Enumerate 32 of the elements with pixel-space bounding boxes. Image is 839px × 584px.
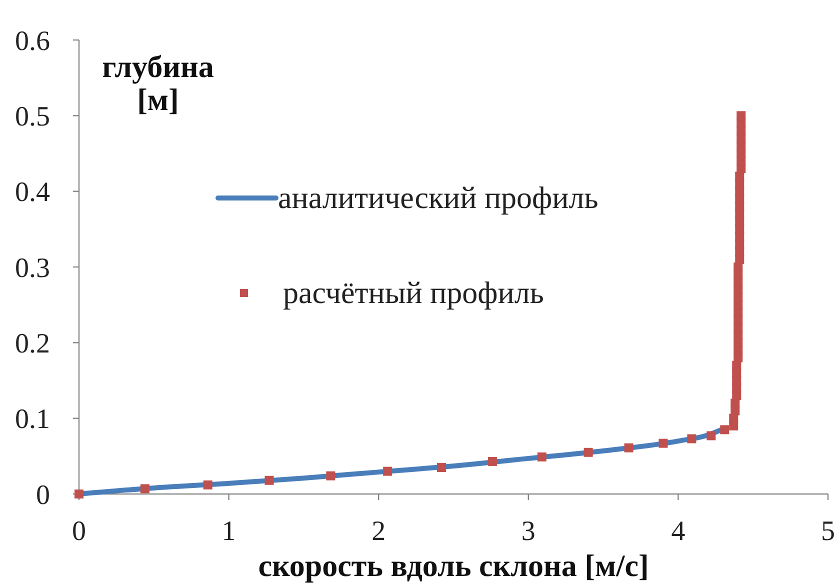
x-tick-label: 0 xyxy=(72,516,86,547)
legend-label: аналитический профиль xyxy=(278,180,598,216)
x-tick-label: 2 xyxy=(372,516,386,547)
x-tick-label: 4 xyxy=(671,516,686,547)
point xyxy=(624,443,634,452)
point xyxy=(437,463,446,472)
point xyxy=(264,476,274,485)
y-tick-label: 0.6 xyxy=(15,26,50,57)
y-tick-label: 0.1 xyxy=(15,404,50,436)
legend-label: расчётный профиль xyxy=(283,275,544,310)
x-axis-title: скорость вдоль склона [м/с] xyxy=(258,548,649,583)
x-tick-label: 3 xyxy=(521,516,536,547)
x-tick-label: 1 xyxy=(222,516,236,547)
x-tick-label: 5 xyxy=(821,516,835,547)
y-tick-label: 0.3 xyxy=(15,252,50,284)
point xyxy=(383,466,392,476)
y-tick-label: 0 xyxy=(36,480,50,511)
y-axis-title: глубина [м] xyxy=(102,49,214,117)
y-tick-label: 0.5 xyxy=(15,101,50,132)
point xyxy=(736,111,746,120)
point xyxy=(326,471,336,480)
point xyxy=(537,452,546,462)
point xyxy=(584,448,593,457)
point xyxy=(488,456,497,466)
point xyxy=(687,434,696,444)
y-tick-label: 0.4 xyxy=(15,177,50,208)
point xyxy=(720,425,730,434)
point xyxy=(203,480,212,490)
y-tick-label: 0.2 xyxy=(15,328,50,360)
point xyxy=(706,431,716,440)
point xyxy=(658,438,668,448)
point xyxy=(140,484,150,494)
